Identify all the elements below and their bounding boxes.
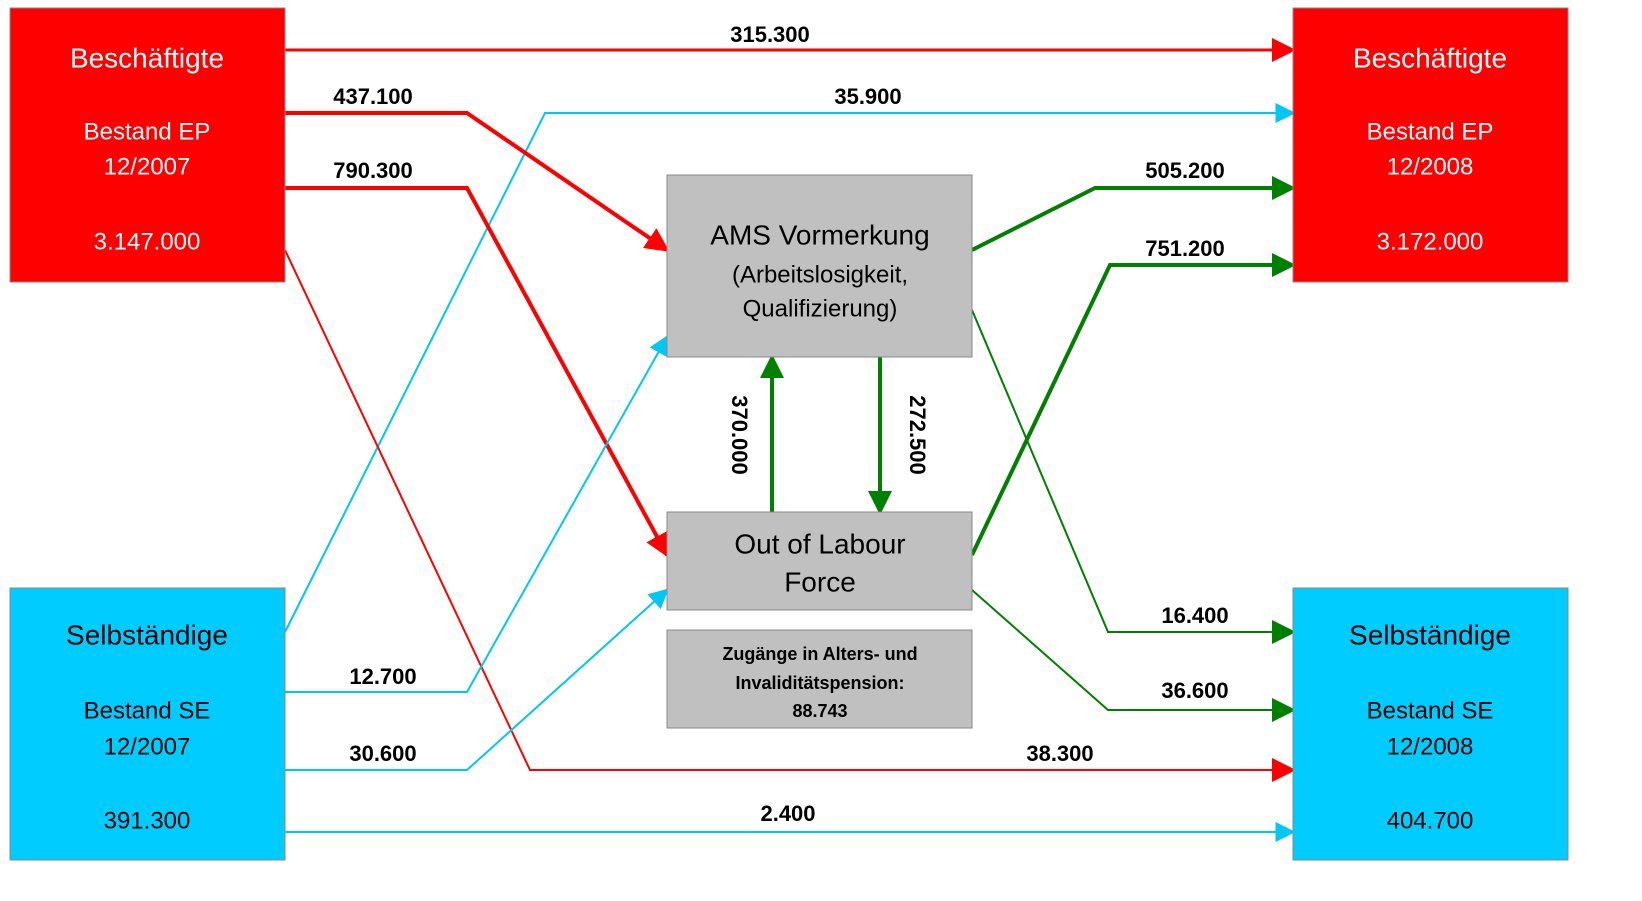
flow — [285, 334, 669, 693]
node-title: Out of Labour — [734, 528, 905, 559]
node-title: Beschäftigte — [1353, 42, 1507, 73]
node-line: Force — [784, 566, 856, 597]
node-box — [666, 629, 973, 729]
flow — [284, 103, 1296, 633]
node-title: Beschäftigte — [70, 42, 224, 73]
node-line: 404.700 — [1387, 807, 1474, 834]
flow-labels: 315.300 35.900 437.100 790.300 38.300 12… — [333, 22, 1228, 826]
node-line: 12/2007 — [104, 733, 191, 760]
node-line: 88.743 — [792, 701, 847, 721]
node-box — [1292, 587, 1569, 861]
nodes: Beschäftigte Bestand EP 12/2007 3.147.00… — [9, 7, 1569, 861]
node-line: 3.172.000 — [1377, 228, 1484, 255]
node-line: 391.300 — [104, 807, 191, 834]
flows — [284, 38, 1296, 842]
node-title: Selbständige — [66, 619, 228, 650]
node-line: Bestand EP — [84, 118, 211, 145]
flow-label: 38.300 — [1026, 741, 1093, 766]
flow-label: 16.400 — [1161, 603, 1228, 628]
node-title: Selbständige — [1349, 619, 1511, 650]
flow — [285, 186, 669, 558]
node-line: Bestand EP — [1367, 118, 1494, 145]
flow-label: 12.700 — [349, 664, 416, 689]
flow-label: 790.300 — [333, 158, 413, 183]
node-line: 12/2008 — [1387, 733, 1474, 760]
flow-label: 505.200 — [1145, 158, 1225, 183]
flow-label: 30.600 — [349, 741, 416, 766]
flow-label: 437.100 — [333, 84, 413, 109]
flow-label: 35.900 — [834, 84, 901, 109]
flow — [971, 309, 1296, 644]
flow — [285, 111, 670, 252]
flow — [285, 588, 669, 771]
node-title: Zugänge in Alters- und — [722, 644, 917, 664]
flow-label: 370.000 — [727, 395, 752, 475]
node-box — [9, 7, 286, 283]
node-line: 3.147.000 — [94, 228, 201, 255]
flow-label: 36.600 — [1161, 678, 1228, 703]
node-box — [1292, 7, 1569, 283]
flow-label: 315.300 — [730, 22, 810, 47]
flow — [284, 249, 1296, 782]
node-box — [666, 174, 973, 358]
node-line: Invaliditätspension: — [735, 673, 904, 693]
node-title: AMS Vormerkung — [710, 219, 929, 250]
flow — [970, 253, 1296, 556]
node-line: Bestand SE — [1367, 697, 1494, 724]
flow-label: 751.200 — [1145, 236, 1225, 261]
node-line: 12/2007 — [104, 153, 191, 180]
flow — [971, 589, 1296, 722]
flow — [971, 176, 1296, 252]
node-line: (Arbeitslosigkeit, — [732, 261, 908, 288]
node-box — [9, 587, 286, 861]
flow-label: 2.400 — [760, 801, 815, 826]
node-line: Qualifizierung) — [743, 295, 898, 322]
flow-label: 272.500 — [905, 395, 930, 475]
node-line: Bestand SE — [84, 697, 211, 724]
node-box — [666, 511, 973, 611]
node-line: 12/2008 — [1387, 153, 1474, 180]
